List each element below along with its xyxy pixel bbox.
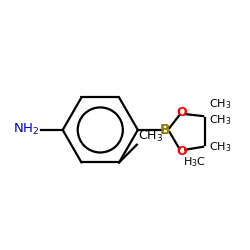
Text: CH$_3$: CH$_3$ xyxy=(209,140,232,154)
Text: O: O xyxy=(176,145,187,158)
Text: O: O xyxy=(176,106,187,119)
Text: NH$_2$: NH$_2$ xyxy=(12,122,39,138)
Text: CH$_3$: CH$_3$ xyxy=(209,97,232,111)
Text: CH$_3$: CH$_3$ xyxy=(209,113,232,127)
Text: B: B xyxy=(160,123,171,137)
Text: H$_3$C: H$_3$C xyxy=(183,156,206,170)
Text: CH$_3$: CH$_3$ xyxy=(138,128,163,144)
